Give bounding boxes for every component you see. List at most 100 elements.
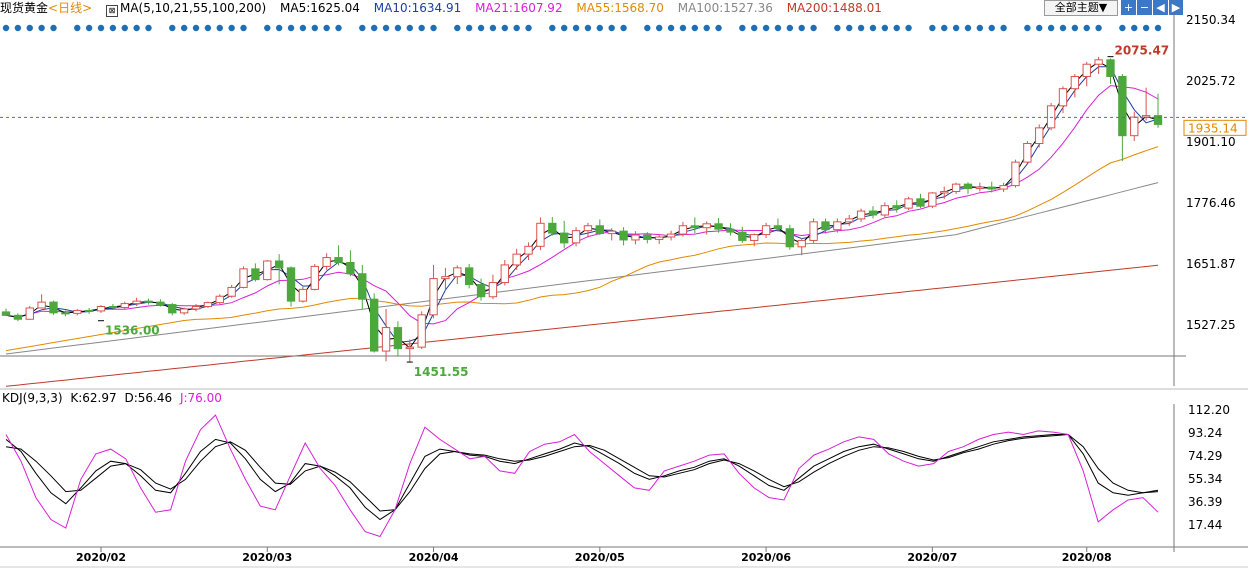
candle-body <box>963 183 973 190</box>
signal-dot <box>97 24 105 32</box>
price-tick-label: 2025.72 <box>1186 74 1236 88</box>
candle-body <box>179 308 189 314</box>
signal-dot <box>655 24 663 32</box>
candle-body <box>132 300 141 305</box>
candle-body <box>191 306 201 310</box>
candle-body <box>560 232 569 244</box>
ma10-value: MA10:1634.91 <box>373 1 462 15</box>
signal-dot <box>109 24 117 32</box>
kdj-tick-label: 17.44 <box>1188 518 1222 532</box>
ma55-value: MA55:1568.70 <box>576 1 664 15</box>
ma10-line <box>5 66 1159 343</box>
candle-body <box>25 307 34 320</box>
candle-body <box>750 234 759 241</box>
candle-body <box>583 225 593 232</box>
signal-dot <box>584 24 592 32</box>
right-arrow-icon[interactable]: ▶ <box>1169 0 1183 15</box>
signal-dot <box>798 24 805 32</box>
candle-body <box>500 264 509 284</box>
chart-header: 现货黄金<日线> ⊠ MA(5,10,21,55,100,200) MA5:162… <box>0 0 892 17</box>
left-arrow-icon[interactable]: ◀ <box>1153 0 1168 15</box>
candle-body <box>1023 143 1032 163</box>
candle-body <box>417 314 426 348</box>
candle-body <box>690 225 700 229</box>
price-annotation: 2075.47 <box>1114 44 1169 58</box>
signal-dot <box>1000 24 1007 32</box>
plus-icon[interactable]: + <box>1121 0 1136 15</box>
candle-body <box>940 190 949 194</box>
candle-body <box>809 221 818 241</box>
signal-dot <box>952 24 960 32</box>
signal-dot <box>774 24 782 32</box>
kdj-j-line <box>5 414 1159 538</box>
candle-body <box>738 231 747 241</box>
ma5-line <box>5 61 1159 349</box>
candle-body <box>714 223 723 230</box>
price-tick-label: 1776.46 <box>1186 196 1236 210</box>
signal-dot <box>513 24 520 32</box>
signal-dot <box>1095 24 1102 32</box>
signal-dot <box>1154 24 1162 32</box>
candle-body <box>631 234 640 241</box>
candle-body <box>49 301 58 314</box>
period-label[interactable]: <日线> <box>48 1 93 15</box>
signal-dot <box>169 24 176 32</box>
signal-dot <box>1142 24 1150 32</box>
signal-dot <box>192 24 200 32</box>
signal-dot <box>228 24 235 32</box>
signal-dot <box>335 24 342 32</box>
last-price-box <box>1183 119 1247 136</box>
signal-dot <box>881 24 889 32</box>
signal-dot <box>608 24 615 32</box>
price-annotation: 1536.00 <box>105 324 160 338</box>
kdj-header: KDJ(9,3,3) K:62.97 D:56.46 J:76.00 <box>2 391 226 405</box>
candle-body <box>310 265 319 290</box>
candle-body <box>536 222 545 247</box>
candle-body <box>476 283 486 298</box>
price-tick-label: 2150.34 <box>1186 13 1236 27</box>
candle-body <box>464 267 474 285</box>
signal-dot <box>85 24 93 32</box>
ma21-value: MA21:1607.92 <box>475 1 563 15</box>
candle-body <box>643 234 652 240</box>
signal-dot <box>572 24 580 32</box>
signal-dot <box>501 24 509 32</box>
minus-icon[interactable]: − <box>1137 0 1152 15</box>
signal-dot <box>216 24 223 32</box>
signal-dot <box>465 24 473 32</box>
signal-dot <box>691 24 699 32</box>
candle-body <box>263 260 272 281</box>
candle-body <box>393 327 403 350</box>
ma-settings-icon[interactable]: ⊠ <box>105 5 118 17</box>
candle-body <box>655 236 664 240</box>
signal-dot <box>323 24 330 32</box>
candle-body <box>84 309 94 312</box>
kdj-j-value: J:76.00 <box>179 391 222 405</box>
signal-dot <box>430 24 437 32</box>
candle-body <box>369 298 379 352</box>
theme-dropdown-button[interactable]: 全部主题▼ <box>1044 0 1118 16</box>
signal-dot <box>1083 24 1090 32</box>
candle-body <box>227 286 236 297</box>
signal-dot <box>941 24 948 32</box>
x-tick-label: 2020/08 <box>1062 551 1112 564</box>
candle-body <box>108 306 118 309</box>
signal-dot <box>810 24 817 32</box>
candle-body <box>785 228 795 248</box>
x-tick-label: 2020/05 <box>575 551 625 564</box>
price-tick-label: 1651.87 <box>1186 257 1236 271</box>
ma21-line <box>5 85 1159 325</box>
signal-dot <box>988 24 995 32</box>
candle-body <box>512 253 521 266</box>
signal-dot <box>976 24 984 32</box>
signal-dot <box>929 24 936 32</box>
kdj-tick-label: 93.24 <box>1188 426 1222 440</box>
candle-body <box>96 306 106 312</box>
signal-dot <box>1036 24 1043 32</box>
candle-body <box>286 267 296 302</box>
candle-body <box>607 230 616 235</box>
ma200-line <box>5 264 1159 387</box>
candle-body <box>678 225 688 235</box>
signal-dot <box>394 24 402 32</box>
